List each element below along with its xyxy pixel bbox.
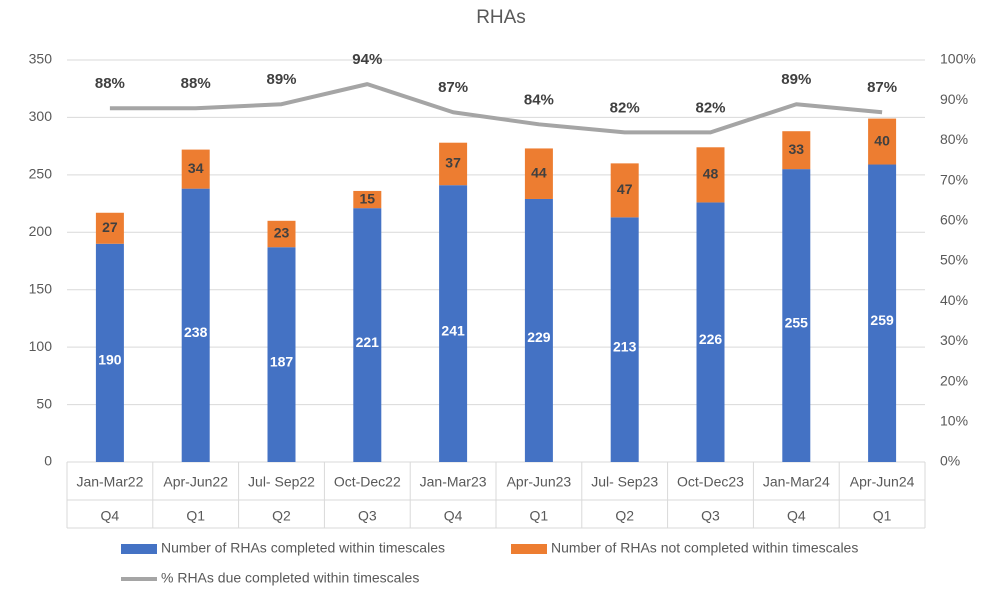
bar-segment bbox=[353, 208, 382, 462]
bar-segment bbox=[868, 164, 897, 462]
bar-segment bbox=[181, 149, 210, 189]
data-label: 187 bbox=[270, 353, 294, 369]
line-label: 89% bbox=[781, 71, 811, 88]
data-label: 34 bbox=[188, 160, 204, 176]
bar-segment bbox=[439, 142, 468, 186]
bar-segment bbox=[610, 163, 639, 218]
x-tick-label: Jan-Mar23 bbox=[420, 474, 487, 490]
x-tick-label: Apr-Jun24 bbox=[850, 474, 915, 490]
y-tick-label: 200 bbox=[29, 223, 53, 239]
line-label: 82% bbox=[610, 99, 640, 116]
y-tick-label: 100 bbox=[29, 338, 53, 354]
line-label: 89% bbox=[266, 71, 296, 88]
data-label: 37 bbox=[445, 155, 461, 171]
line-label: 88% bbox=[181, 75, 211, 92]
data-label: 48 bbox=[703, 166, 719, 182]
y-tick-label: 50 bbox=[36, 395, 52, 411]
bar-segment bbox=[181, 188, 210, 462]
data-label: 226 bbox=[699, 331, 723, 347]
data-label: 229 bbox=[527, 329, 551, 345]
data-label: 221 bbox=[356, 334, 380, 350]
line bbox=[109, 82, 883, 135]
y2-tick-label: 50% bbox=[940, 252, 968, 268]
bar-segment bbox=[267, 220, 296, 248]
line-label: 82% bbox=[695, 99, 725, 116]
chart-title: RHAs bbox=[476, 7, 526, 28]
data-label: 259 bbox=[870, 312, 894, 328]
bar-segment bbox=[696, 202, 725, 462]
data-label: 33 bbox=[789, 141, 805, 157]
y-tick-label: 250 bbox=[29, 166, 53, 182]
x-tick-label: Jul- Sep22 bbox=[248, 474, 315, 490]
x-tick-label: Apr-Jun22 bbox=[163, 474, 228, 490]
bar-segment bbox=[95, 212, 124, 244]
x-tick-label: Jan-Mar22 bbox=[76, 474, 143, 490]
x-group-label: Q4 bbox=[101, 508, 120, 524]
x-group-label: Q4 bbox=[444, 508, 463, 524]
data-label: 40 bbox=[874, 132, 890, 148]
data-label: 15 bbox=[360, 190, 376, 206]
legend-swatch bbox=[511, 544, 547, 554]
line-label: 87% bbox=[438, 79, 468, 96]
x-group-label: Q1 bbox=[186, 508, 205, 524]
x-tick-label: Oct-Dec22 bbox=[334, 474, 401, 490]
y2-tick-label: 80% bbox=[940, 131, 968, 147]
y2-tick-label: 20% bbox=[940, 372, 968, 388]
x-group-label: Q1 bbox=[530, 508, 549, 524]
bar-segment bbox=[524, 148, 553, 199]
bar-segment bbox=[524, 198, 553, 462]
y2-tick-label: 70% bbox=[940, 171, 968, 187]
bar-segment bbox=[95, 243, 124, 462]
bar-segment bbox=[782, 169, 811, 462]
data-label: 44 bbox=[531, 164, 547, 180]
y-tick-label: 350 bbox=[29, 51, 53, 67]
x-tick-label: Jan-Mar24 bbox=[763, 474, 830, 490]
y-tick-label: 0 bbox=[44, 453, 52, 469]
x-group-label: Q4 bbox=[787, 508, 806, 524]
line-label: 94% bbox=[352, 51, 382, 68]
bar-segment bbox=[696, 147, 725, 203]
bar-segment bbox=[868, 118, 897, 165]
line-label: 88% bbox=[95, 75, 125, 92]
x-tick-label: Oct-Dec23 bbox=[677, 474, 744, 490]
x-group-label: Q3 bbox=[358, 508, 377, 524]
x-group-label: Q2 bbox=[272, 508, 291, 524]
bar-segment bbox=[439, 185, 468, 463]
legend-label: % RHAs due completed within timescales bbox=[161, 570, 419, 586]
x-tick-label: Apr-Jun23 bbox=[507, 474, 572, 490]
y2-tick-label: 30% bbox=[940, 332, 968, 348]
data-label: 238 bbox=[184, 324, 208, 340]
y2-tick-label: 90% bbox=[940, 91, 968, 107]
data-label: 255 bbox=[785, 314, 809, 330]
x-group-label: Q2 bbox=[615, 508, 634, 524]
x-group-label: Q1 bbox=[873, 508, 892, 524]
y-tick-label: 150 bbox=[29, 280, 53, 296]
line-label: 87% bbox=[867, 79, 897, 96]
x-group-label: Q3 bbox=[701, 508, 720, 524]
data-label: 27 bbox=[102, 219, 118, 235]
legend-label: Number of RHAs completed within timescal… bbox=[161, 540, 445, 556]
y2-tick-label: 40% bbox=[940, 292, 968, 308]
bar-segment bbox=[610, 217, 639, 462]
y2-tick-label: 60% bbox=[940, 212, 968, 228]
data-label: 23 bbox=[274, 225, 290, 241]
legend-swatch bbox=[121, 544, 157, 554]
bar-segment bbox=[782, 131, 811, 170]
y2-tick-label: 10% bbox=[940, 413, 968, 429]
legend-label: Number of RHAs not completed within time… bbox=[551, 540, 858, 556]
bar-segment bbox=[267, 247, 296, 462]
x-tick-label: Jul- Sep23 bbox=[591, 474, 658, 490]
line-label: 84% bbox=[524, 91, 554, 108]
data-label: 241 bbox=[441, 322, 465, 338]
data-label: 213 bbox=[613, 338, 637, 354]
data-label: 190 bbox=[98, 352, 122, 368]
bar-segment bbox=[353, 190, 382, 209]
data-label: 47 bbox=[617, 181, 633, 197]
y-tick-label: 300 bbox=[29, 108, 53, 124]
y2-tick-label: 0% bbox=[940, 453, 960, 469]
y2-tick-label: 100% bbox=[940, 51, 976, 67]
